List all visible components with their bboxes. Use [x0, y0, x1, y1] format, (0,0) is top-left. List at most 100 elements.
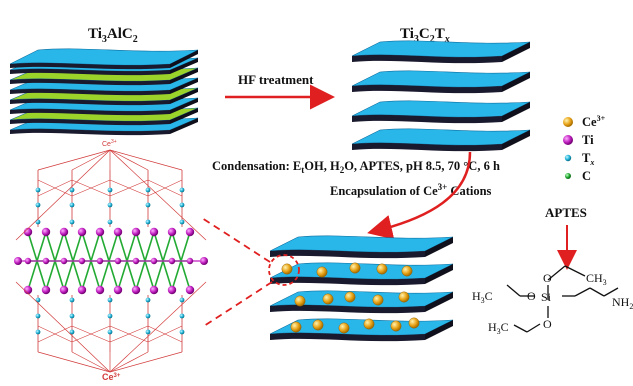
ce-cation-sphere: [372, 294, 384, 306]
chain-crosslink: [147, 179, 183, 197]
ce-cation-sphere: [398, 291, 410, 303]
tx-atom: [69, 202, 75, 208]
ce-coordination-line: [71, 149, 111, 171]
tx-atom: [179, 202, 185, 208]
tx-atom: [35, 219, 41, 225]
ti-atom: [185, 227, 195, 237]
ti-atom: [23, 227, 33, 237]
mxene-sheets: [351, 40, 531, 152]
frame-line: [15, 149, 111, 241]
ti-atom: [168, 257, 176, 265]
ce-cation-sphere: [349, 262, 361, 274]
svg-text:H3C: H3C: [488, 320, 509, 336]
svg-text:O: O: [543, 271, 552, 285]
tx-atom: [107, 313, 113, 319]
tx-atom: [107, 219, 113, 225]
ti-atom: [113, 227, 123, 237]
ce-cation-sphere: [376, 263, 388, 275]
ce-coordination-line: [37, 351, 111, 373]
svg-text:CH3: CH3: [586, 271, 607, 287]
tx-atom: [179, 313, 185, 319]
ti-atom: [14, 257, 22, 265]
ti-atom: [149, 285, 159, 295]
tx-atom: [35, 297, 41, 303]
tx-atom: [69, 219, 75, 225]
ti-atom: [77, 227, 87, 237]
ti-atom: [41, 285, 51, 295]
svg-text:NH2: NH2: [612, 295, 633, 311]
ce-bottom-label: Ce3+: [102, 372, 121, 382]
ti-atom: [42, 257, 50, 265]
chain-crosslink: [109, 325, 149, 343]
ce-cation-sphere: [401, 265, 413, 277]
mxene-sheet: [351, 70, 531, 94]
ce-cation-sphere: [294, 295, 306, 307]
mxene-sheet: [351, 40, 531, 64]
ce-cation-sphere: [363, 318, 375, 330]
precursor-label: Ti3AlC2: [88, 26, 138, 45]
encapsulation-label: Encapsulation of Ce3+ Cations: [330, 182, 492, 198]
legend-label: Ti: [582, 133, 594, 147]
ce-coordination-line: [109, 351, 183, 373]
hf-label: HF treatment: [238, 72, 314, 87]
ce-coordination-line: [37, 149, 111, 171]
molecular-structure: [14, 149, 208, 373]
aptes-label: APTES: [545, 205, 587, 220]
legend-label: Ce3+: [582, 114, 606, 129]
precursor-layered-block: [9, 48, 199, 136]
ce-coordination-line: [71, 351, 111, 373]
ti-atom: [167, 285, 177, 295]
ce-coordination-line: [109, 149, 183, 171]
legend-marker: [564, 154, 572, 162]
ti-atom: [60, 257, 68, 265]
ti-atom: [131, 227, 141, 237]
ti-atom: [114, 257, 122, 265]
tx-atom: [179, 187, 185, 193]
tx-atom: [69, 329, 75, 335]
precursor-layer: [9, 48, 199, 70]
ce-cation-sphere: [408, 317, 420, 329]
legend-marker: [565, 173, 571, 179]
svg-text:O: O: [543, 317, 552, 331]
ce-encapsulated-sheets: [269, 235, 454, 342]
tx-atom: [179, 329, 185, 335]
ti-atom: [95, 227, 105, 237]
ce-host-sheet: [269, 262, 454, 286]
frame-line: [109, 149, 207, 241]
chain-crosslink: [37, 179, 73, 197]
chain-crosslink: [109, 179, 149, 197]
ce-cation-sphere: [316, 266, 328, 278]
mxene-sheet: [351, 128, 531, 152]
svg-text:H3C: H3C: [472, 289, 493, 305]
ce-cation-sphere: [344, 291, 356, 303]
ti-atom: [23, 285, 33, 295]
legend-label: Tx: [582, 151, 594, 167]
ti-atom: [149, 227, 159, 237]
aptes-atoms: O CH3 H3C O Si NH2 O H3C: [472, 271, 633, 336]
element-legend: Ce3+ Ti Tx C: [563, 114, 606, 183]
ti-atom: [59, 285, 69, 295]
encapsulation-arrow: [367, 151, 472, 240]
ti-atom: [77, 285, 87, 295]
tx-atom: [69, 187, 75, 193]
ti-atom: [186, 257, 194, 265]
ce-cation-sphere: [290, 321, 302, 333]
ce-cation-sphere: [281, 263, 293, 275]
chain-crosslink: [37, 325, 73, 343]
ce-coordination-line: [109, 149, 149, 171]
ti-atom: [96, 257, 104, 265]
tx-atom: [145, 297, 151, 303]
ti-atom: [24, 257, 32, 265]
legend-marker: [563, 135, 573, 145]
ti-atom: [150, 257, 158, 265]
ce-coordination-line: [109, 351, 149, 373]
ce-cation-sphere: [322, 293, 334, 305]
ce-cation-sphere: [390, 320, 402, 332]
frame-line: [109, 281, 207, 373]
tx-atom: [69, 313, 75, 319]
chain-crosslink: [147, 325, 183, 343]
tx-atom: [179, 297, 185, 303]
tx-atom: [35, 329, 41, 335]
zoom-circle: [268, 254, 300, 286]
ce-top-label: Ce3+: [102, 139, 117, 148]
